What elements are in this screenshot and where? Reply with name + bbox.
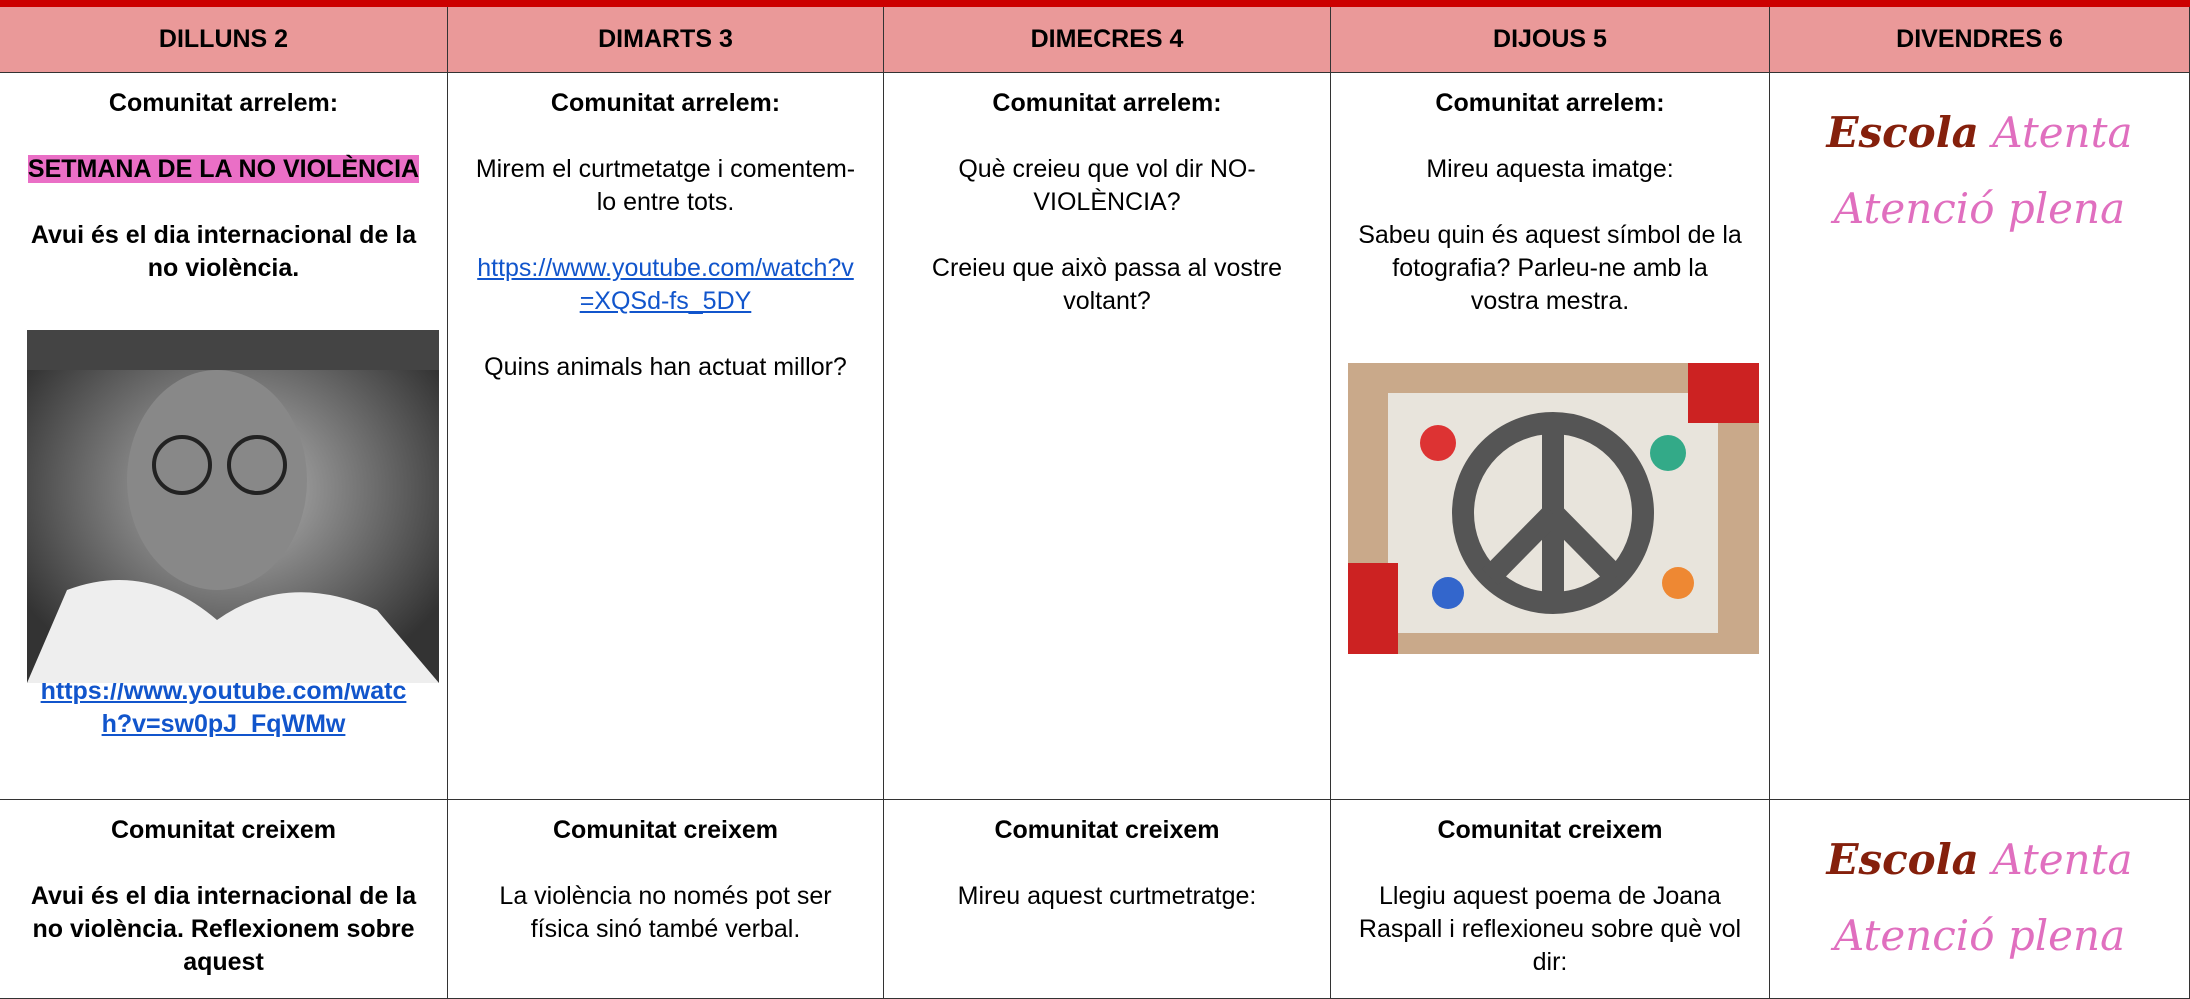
link[interactable]: https://www.youtube.com/watch?v=sw0pJ_Fq… [40,677,407,738]
day-header: DIJOUS 5 [1331,7,1770,73]
cell: Comunitat arrelem: Mirem el curtmetatge … [448,73,884,800]
highlight: SETMANA DE LA NO VIOLÈNCIA [27,155,420,183]
cell-title: Comunitat arrelem: [992,89,1222,117]
logo-text: Atenta [1992,108,2133,157]
text: Creieu que això passa al vostre voltant? [931,254,1283,315]
cell-title: Comunitat creixem [1437,816,1663,844]
day-header: DIVENDRES 6 [1770,7,2190,73]
cell-title: Comunitat arrelem: [108,89,339,117]
top-bar [0,0,2190,7]
link[interactable]: https://www.youtube.com/watch?v=XQSd-fs_… [477,254,854,315]
day-header: DIMARTS 3 [448,7,884,73]
logo-text: Atenta [1992,835,2133,884]
bold-text: Avui és el dia internacional de la no vi… [30,882,417,976]
cell: Comunitat creixem La violència no només … [448,800,884,999]
logo-text: Escola [1826,108,1979,157]
cell-title: Comunitat arrelem: [1435,89,1665,117]
bold-text: Avui és el dia internacional de la no vi… [30,221,417,282]
text: Mireu aquest curtmetratge: [957,882,1257,910]
logo-text: Atenció plena [1833,911,2126,960]
cell: Comunitat creixem Llegiu aquest poema de… [1331,800,1770,999]
photo [1348,363,1759,654]
text: Llegiu aquest poema de Joana Raspall i r… [1358,882,1742,976]
logo: Escola Atenta Atenció plena [1770,73,2190,800]
text: Quins animals han actuat millor? [484,353,847,381]
day-header: DILLUNS 2 [0,7,448,73]
text: La violència no només pot ser física sin… [499,882,832,943]
cell: Comunitat creixem Avui és el dia interna… [0,800,448,999]
logo: Escola Atenta Atenció plena [1770,800,2190,999]
logo-text: Atenció plena [1833,184,2126,233]
text: Què creieu que vol dir NO-VIOLÈNCIA? [958,155,1256,216]
day-header: DIMECRES 4 [884,7,1331,73]
cell-title: Comunitat creixem [552,816,779,844]
cell: Comunitat arrelem: SETMANA DE LA NO VIOL… [0,73,448,800]
text: Sabeu quin és aquest símbol de la fotogr… [1358,221,1742,315]
cell-title: Comunitat arrelem: [550,89,781,117]
cell: Comunitat arrelem: Què creieu que vol di… [884,73,1331,800]
logo-text: Escola [1826,835,1979,884]
text: Mirem el curtmetatge i comentem-lo entre… [475,155,856,216]
cell-title: Comunitat creixem [994,816,1220,844]
photo [27,330,439,683]
cell-title: Comunitat creixem [110,816,337,844]
cell: Comunitat arrelem: Mireu aquesta imatge:… [1331,73,1770,800]
cell: Comunitat creixem Mireu aquest curtmetra… [884,800,1331,999]
text: Mireu aquesta imatge: [1426,155,1674,183]
